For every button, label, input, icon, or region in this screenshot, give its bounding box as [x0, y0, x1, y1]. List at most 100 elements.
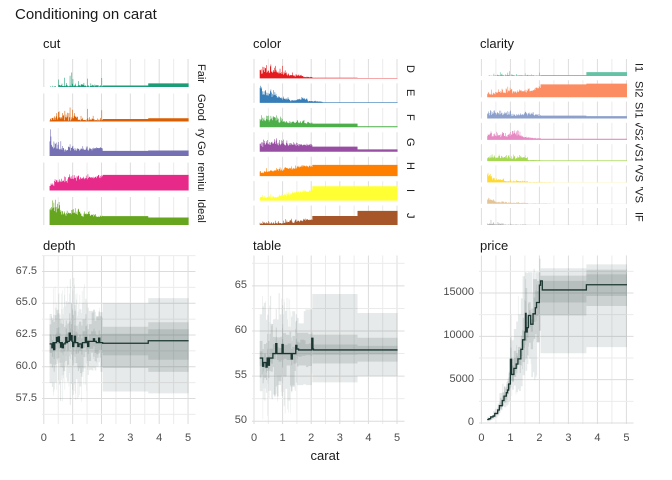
- panel-table: [252, 255, 405, 424]
- y-tick-price-5000: 5000: [449, 372, 474, 385]
- area-fill-clarity-2: [487, 110, 627, 119]
- ribbon-inner-table: [259, 331, 398, 375]
- area-fill-clarity-6: [487, 197, 627, 204]
- area-fill-cut-0: [49, 72, 189, 87]
- area-fill-cut-1: [49, 107, 189, 122]
- strip-label-clarity-3: VS2: [632, 122, 645, 140]
- median-line-price: [487, 280, 627, 421]
- facet-cut-3: [43, 162, 189, 191]
- ribbon-outer-table: [259, 293, 398, 420]
- area-fill-color-3: [259, 138, 398, 152]
- facet-clarity-7: [480, 208, 627, 225]
- strip-label-color-5: I: [404, 189, 416, 193]
- strip-label-clarity-7: IF: [632, 211, 645, 222]
- facet-clarity-5: [480, 165, 627, 183]
- facet-clarity-6: [480, 186, 627, 204]
- ribbon-mid-table: [259, 320, 398, 397]
- strip-label-color-6: J: [404, 212, 416, 219]
- facet-clarity-3: [480, 122, 627, 140]
- figure-title: Conditioning on carat: [15, 6, 157, 23]
- facet-cut-4: [43, 197, 189, 225]
- ribbon-mid-depth: [49, 304, 189, 377]
- facet-cut-2: [43, 128, 189, 156]
- strip-label-color-0: D: [404, 64, 416, 73]
- facet-color-5: [253, 181, 398, 201]
- facet-color-0: [253, 59, 398, 79]
- x-tick-table-2: 2: [308, 432, 315, 444]
- ribbon-inner-depth: [49, 321, 189, 360]
- x-tick-price-1: 1: [507, 432, 514, 444]
- x-tick-depth-1: 1: [69, 432, 76, 444]
- x-tick-table-4: 4: [365, 432, 372, 444]
- facet-color-4: [253, 156, 398, 177]
- panel-title-depth: depth: [43, 238, 76, 253]
- x-tick-depth-3: 3: [127, 432, 134, 444]
- panel-price: [479, 255, 634, 424]
- strip-label-clarity-0: I1: [632, 62, 645, 73]
- panel-title-clarity: clarity: [480, 36, 514, 51]
- y-tick-price-15000: 15000: [443, 285, 474, 298]
- strip-label-cut-4: Ideal: [195, 199, 207, 223]
- x-tick-table-5: 5: [393, 432, 401, 444]
- panel-title-color: color: [253, 36, 282, 51]
- strip-label-color-4: H: [404, 162, 416, 171]
- facet-clarity-2: [480, 101, 627, 119]
- y-tick-table-65: 65: [234, 278, 247, 291]
- strip-label-clarity-1: SI2: [632, 80, 645, 98]
- area-fill-color-6: [259, 210, 398, 225]
- panel-title-price: price: [480, 238, 509, 253]
- area-fill-color-5: [259, 186, 398, 201]
- area-fill-clarity-3: [487, 130, 627, 140]
- area-fill-cut-3: [49, 174, 189, 191]
- x-tick-depth-2: 2: [98, 432, 105, 444]
- y-tick-depth-67.5: 67.5: [15, 264, 37, 277]
- ribbon-outer-depth: [49, 277, 189, 405]
- area-fill-clarity-5: [487, 172, 627, 183]
- x-tick-price-2: 2: [536, 432, 543, 444]
- strip-label-clarity-6: VVS1: [632, 186, 645, 204]
- ribbon-outer-price: [487, 264, 627, 422]
- area-fill-color-1: [259, 85, 398, 103]
- area-fill-cut-2: [49, 129, 189, 156]
- x-tick-depth-0: 0: [40, 432, 47, 444]
- area-fill-color-4: [259, 164, 398, 177]
- median-line-table: [259, 337, 398, 368]
- strip-label-clarity-5: VVS2: [632, 165, 645, 183]
- panel-title-table: table: [253, 238, 282, 253]
- x-tick-table-0: 0: [250, 432, 258, 444]
- x-tick-table-1: 1: [279, 432, 286, 444]
- ribbon-inner-price: [487, 258, 627, 420]
- facet-clarity-4: [480, 144, 627, 162]
- area-fill-clarity-0: [487, 71, 627, 76]
- x-tick-depth-5: 5: [184, 432, 192, 444]
- facet-color-2: [253, 107, 398, 128]
- panel-depth: [42, 255, 196, 424]
- area-fill-clarity-7: [487, 219, 627, 225]
- median-line-depth: [49, 332, 189, 351]
- y-tick-depth-65.0: 65.0: [15, 296, 37, 309]
- area-fill-clarity-1: [487, 83, 627, 98]
- strip-label-color-1: E: [404, 89, 416, 97]
- facet-cut-1: [43, 93, 189, 122]
- facet-clarity-1: [480, 80, 627, 98]
- area-fill-color-2: [259, 115, 398, 128]
- facet-clarity-0: [480, 59, 627, 76]
- x-tick-price-4: 4: [594, 432, 601, 444]
- panel-title-cut: cut: [43, 36, 61, 51]
- x-tick-depth-4: 4: [156, 432, 163, 444]
- strip-label-cut-2: Very Good: [195, 128, 207, 156]
- x-tick-price-3: 3: [565, 432, 572, 444]
- facet-color-1: [253, 83, 398, 103]
- y-tick-depth-62.5: 62.5: [15, 328, 37, 340]
- facet-cut-0: [43, 59, 189, 87]
- facet-color-6: [253, 205, 398, 225]
- facet-color-3: [253, 132, 398, 152]
- x-tick-price-0: 0: [478, 432, 485, 444]
- y-tick-depth-57.5: 57.5: [15, 391, 37, 404]
- strip-label-color-2: F: [404, 114, 416, 121]
- y-tick-depth-60.0: 60.0: [15, 359, 37, 372]
- strip-label-cut-1: Good: [195, 94, 207, 121]
- y-tick-price-10000: 10000: [443, 329, 474, 342]
